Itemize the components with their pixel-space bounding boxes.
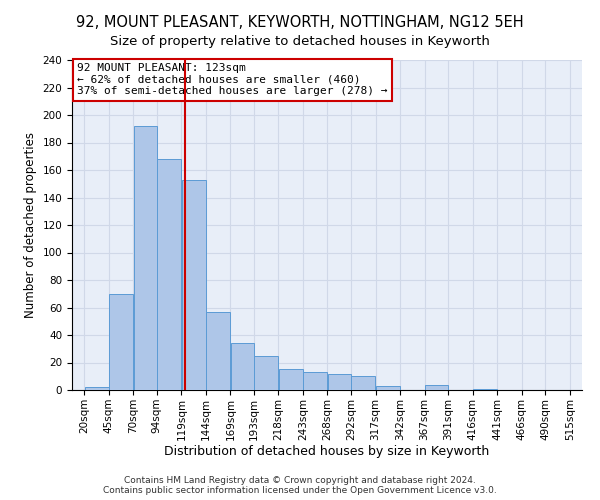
- Bar: [328, 374, 351, 390]
- Bar: [473, 388, 497, 390]
- Bar: [278, 370, 303, 390]
- Bar: [157, 159, 181, 390]
- Text: 92, MOUNT PLEASANT, KEYWORTH, NOTTINGHAM, NG12 5EH: 92, MOUNT PLEASANT, KEYWORTH, NOTTINGHAM…: [76, 15, 524, 30]
- Bar: [303, 372, 327, 390]
- Bar: [254, 356, 278, 390]
- Text: Size of property relative to detached houses in Keyworth: Size of property relative to detached ho…: [110, 35, 490, 48]
- Y-axis label: Number of detached properties: Number of detached properties: [24, 132, 37, 318]
- Bar: [425, 384, 448, 390]
- Bar: [230, 343, 254, 390]
- Bar: [85, 387, 109, 390]
- Bar: [351, 376, 376, 390]
- Text: Contains HM Land Registry data © Crown copyright and database right 2024.
Contai: Contains HM Land Registry data © Crown c…: [103, 476, 497, 495]
- X-axis label: Distribution of detached houses by size in Keyworth: Distribution of detached houses by size …: [164, 446, 490, 458]
- Bar: [134, 126, 157, 390]
- Bar: [376, 386, 400, 390]
- Bar: [182, 180, 206, 390]
- Text: 92 MOUNT PLEASANT: 123sqm
← 62% of detached houses are smaller (460)
37% of semi: 92 MOUNT PLEASANT: 123sqm ← 62% of detac…: [77, 64, 388, 96]
- Bar: [206, 312, 230, 390]
- Bar: [109, 294, 133, 390]
